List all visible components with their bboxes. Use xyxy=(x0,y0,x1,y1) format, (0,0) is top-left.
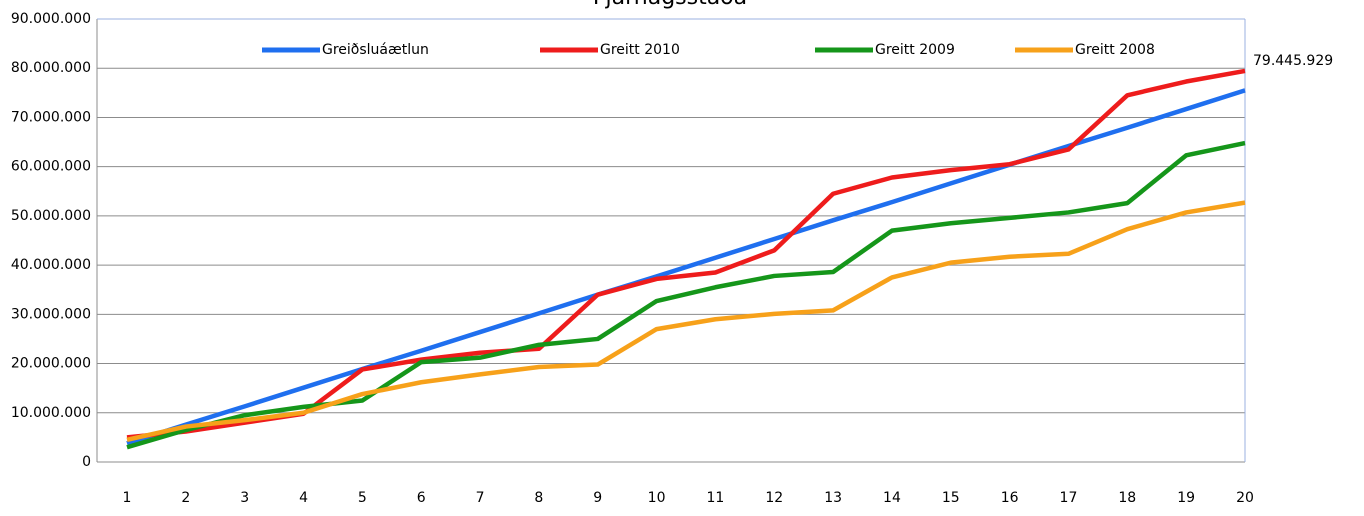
x-tick-label: 16 xyxy=(1001,490,1019,506)
x-tick-label: 9 xyxy=(593,490,602,506)
x-tick-label: 15 xyxy=(942,490,960,506)
x-tick-label: 11 xyxy=(707,490,725,506)
chart-title: Fjárhagsstaða xyxy=(593,0,747,10)
x-tick-label: 3 xyxy=(240,490,249,506)
x-tick-label: 8 xyxy=(534,490,543,506)
data-label: 79.445.929 xyxy=(1253,53,1333,69)
x-tick-label: 1 xyxy=(123,490,132,506)
legend-label: Greiðsluáætlun xyxy=(322,42,429,58)
x-tick-label: 2 xyxy=(181,490,190,506)
x-tick-label: 10 xyxy=(648,490,666,506)
x-tick-label: 13 xyxy=(824,490,842,506)
x-tick-label: 7 xyxy=(476,490,485,506)
x-tick-label: 17 xyxy=(1060,490,1078,506)
series-line xyxy=(126,68,1246,440)
y-tick-label: 10.000.000 xyxy=(11,405,91,421)
y-tick-label: 60.000.000 xyxy=(11,159,91,175)
x-tick-label: 12 xyxy=(765,490,783,506)
x-tick-label: 14 xyxy=(883,490,901,506)
y-tick-label: 90.000.000 xyxy=(11,11,91,27)
series-line xyxy=(126,88,1246,446)
x-tick-label: 18 xyxy=(1118,490,1136,506)
y-tick-label: 70.000.000 xyxy=(11,109,91,125)
legend-label: Greitt 2010 xyxy=(600,42,680,58)
x-tick-label: 20 xyxy=(1236,490,1254,506)
y-tick-label: 20.000.000 xyxy=(11,356,91,372)
y-tick-label: 40.000.000 xyxy=(11,257,91,273)
y-tick-label: 0 xyxy=(82,454,91,470)
x-tick-label: 19 xyxy=(1177,490,1195,506)
x-tick-label: 5 xyxy=(358,490,367,506)
series-line xyxy=(126,140,1246,450)
legend-label: Greitt 2008 xyxy=(1075,42,1155,58)
x-tick-label: 6 xyxy=(417,490,426,506)
series-line xyxy=(126,200,1246,443)
y-tick-label: 50.000.000 xyxy=(11,208,91,224)
y-tick-label: 80.000.000 xyxy=(11,60,91,76)
legend-label: Greitt 2009 xyxy=(875,42,955,58)
x-tick-label: 4 xyxy=(299,490,308,506)
y-tick-label: 30.000.000 xyxy=(11,306,91,322)
